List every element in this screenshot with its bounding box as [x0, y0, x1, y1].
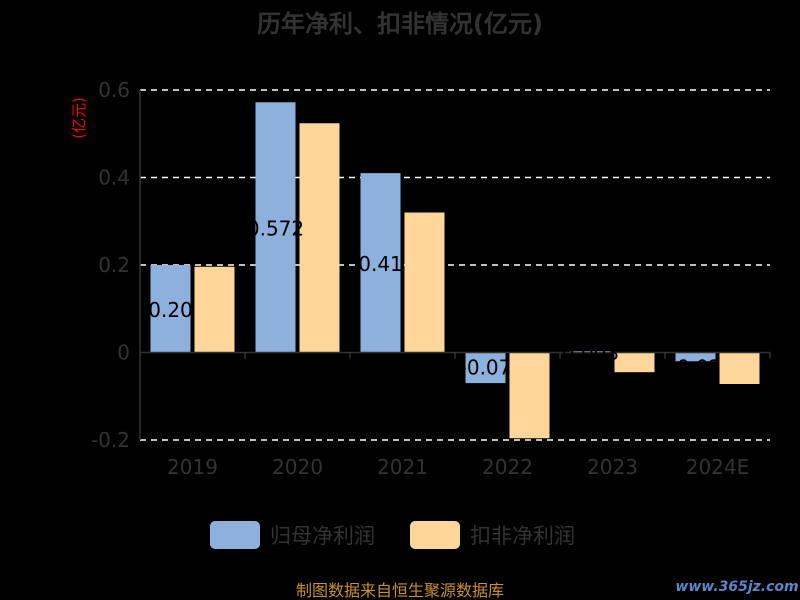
x-tick-label: 2020	[272, 455, 323, 479]
y-tick-label: -0.2	[91, 428, 130, 452]
legend-swatch	[210, 521, 260, 549]
bar-deducted-profit	[509, 352, 550, 439]
bar-net-profit	[255, 102, 296, 353]
data-label: -0.02	[670, 356, 722, 380]
legend-label: 归母净利润	[270, 524, 375, 548]
bar-net-profit	[675, 352, 716, 362]
bar-deducted-profit	[194, 266, 235, 353]
bar-net-profit	[360, 173, 401, 353]
x-tick-label: 2021	[377, 455, 428, 479]
y-tick-label: 0	[117, 341, 130, 365]
source-note: 制图数据来自恒生聚源数据库	[296, 581, 504, 600]
data-label: 0.572	[247, 216, 304, 240]
watermark: www.365jz.com	[675, 579, 798, 595]
x-tick-label: 2024E	[686, 455, 750, 479]
x-tick-label: 2019	[167, 455, 218, 479]
legend-swatch	[410, 521, 460, 549]
data-labels: 0.20 0.572 0.41 -0.07 0.003 -0.02	[148, 216, 721, 379]
grid-lines	[140, 89, 770, 441]
bar-deducted-profit	[404, 212, 445, 353]
bar-net-profit	[465, 352, 506, 384]
x-tick-label: 2022	[482, 455, 533, 479]
bar-net-profit	[150, 265, 191, 353]
data-label: 0.41	[358, 252, 403, 276]
bars	[150, 102, 760, 439]
bar-deducted-profit	[719, 352, 760, 384]
legend-label: 扣非净利润	[470, 524, 575, 548]
chart-title: 历年净利、扣非情况(亿元)	[257, 10, 543, 38]
data-label: 0.20	[148, 298, 193, 322]
data-label: 0.003	[562, 341, 619, 365]
y-axis-unit: (亿元)	[70, 97, 88, 139]
y-tick-labels: 0.6 0.4 0.2 0 -0.2	[91, 78, 130, 452]
y-tick-label: 0.2	[98, 253, 130, 277]
axes	[139, 90, 771, 440]
legend: 归母净利润 扣非净利润	[210, 521, 575, 549]
bar-deducted-profit	[299, 123, 340, 353]
x-tick-labels: 2019 2020 2021 2022 2023 2024E	[167, 455, 749, 479]
x-tick-label: 2023	[587, 455, 638, 479]
y-tick-label: 0.6	[98, 78, 130, 102]
bar-deducted-profit	[614, 352, 655, 373]
y-tick-label: 0.4	[98, 166, 130, 190]
data-label: -0.07	[460, 356, 512, 380]
